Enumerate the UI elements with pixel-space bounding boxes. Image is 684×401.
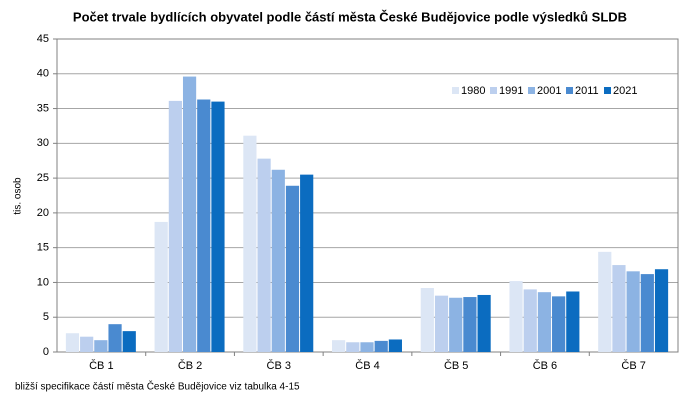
y-tick-label: 20 [37, 207, 49, 219]
footnote: bližší specifikace částí města České Bud… [15, 380, 300, 393]
bar [122, 331, 136, 352]
bar [537, 292, 552, 352]
bar [434, 295, 449, 352]
bar [108, 324, 122, 352]
bar [598, 251, 612, 352]
legend-swatch [566, 87, 573, 94]
bar [420, 288, 434, 352]
bar [182, 76, 197, 352]
bar [285, 185, 300, 352]
bar [449, 297, 463, 352]
legend-swatch [452, 87, 459, 94]
x-tick-label: ČB 2 [178, 359, 202, 372]
legend-label: 2011 [575, 85, 599, 97]
bar [612, 265, 626, 352]
x-tick-label: ČB 3 [267, 359, 291, 372]
y-tick-label: 10 [37, 276, 49, 288]
y-tick-label: 25 [37, 172, 49, 184]
bar [374, 340, 388, 352]
bar [477, 294, 491, 352]
y-tick-label: 15 [37, 242, 49, 254]
bar [168, 100, 182, 352]
x-tick-label: ČB 6 [533, 359, 557, 372]
bar [271, 169, 285, 352]
legend-label: 1980 [461, 85, 485, 97]
bar [300, 174, 314, 352]
bar [332, 340, 346, 352]
bar [211, 101, 225, 352]
bar [654, 269, 669, 352]
x-tick-label: ČB 4 [355, 359, 379, 372]
bar [243, 135, 257, 352]
x-tick-label: ČB 7 [621, 359, 645, 372]
legend-swatch [490, 87, 497, 94]
legend-label: 2001 [537, 85, 561, 97]
bar [552, 296, 566, 352]
chart-title: Počet trvale bydlících obyvatel podle čá… [73, 9, 627, 24]
y-axis-label: tis. osob [13, 177, 24, 215]
y-tick-label: 5 [43, 311, 49, 323]
y-tick-label: 40 [37, 68, 49, 80]
legend-label: 1991 [499, 85, 523, 97]
x-tick-label: ČB 5 [444, 359, 468, 372]
bar [523, 289, 537, 352]
bar [197, 99, 211, 352]
legend-label: 2021 [613, 85, 637, 97]
bar [65, 333, 80, 352]
bar [463, 297, 477, 352]
x-tick-label: ČB 1 [89, 359, 113, 372]
legend-swatch [604, 87, 611, 94]
y-tick-label: 30 [37, 137, 49, 149]
bar [509, 281, 523, 352]
y-tick-label: 45 [37, 33, 49, 45]
bar [154, 221, 168, 352]
legend-swatch [528, 87, 535, 94]
y-tick-label: 35 [37, 102, 49, 114]
y-tick-label: 0 [43, 346, 49, 358]
bar [346, 342, 360, 352]
bar [626, 271, 640, 352]
bar [566, 291, 580, 352]
bar [257, 158, 271, 352]
bar [640, 274, 654, 352]
bar [388, 339, 402, 352]
bar [360, 342, 374, 352]
bar [94, 340, 108, 352]
bar [80, 336, 94, 352]
